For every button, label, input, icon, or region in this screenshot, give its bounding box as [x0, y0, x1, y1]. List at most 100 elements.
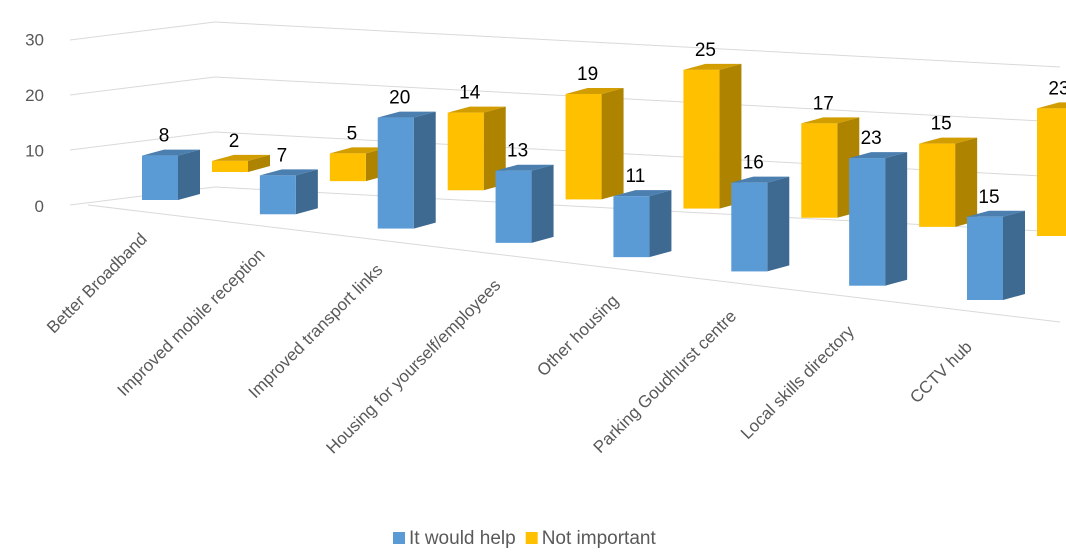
- bar-not-important-top: [329, 147, 388, 154]
- gridline-left: [69, 21, 216, 41]
- gridline: [214, 76, 1061, 123]
- bar-it-would-help-top: [731, 176, 790, 183]
- y-axis: 0 10 20 30: [25, 31, 44, 217]
- bar-it-would-help-side: [295, 169, 318, 215]
- bar-not-important: [683, 63, 742, 209]
- bar-it-would-help-front: [259, 175, 296, 215]
- gridline-left: [69, 131, 216, 151]
- bar-it-would-help-front: [377, 117, 414, 229]
- bar-it-would-help-side: [531, 164, 554, 243]
- data-label-it-would-help: 23: [861, 128, 882, 149]
- bar-not-important-top: [1037, 102, 1066, 109]
- data-label-it-would-help: 8: [159, 126, 170, 147]
- bar-it-would-help-side: [178, 149, 200, 200]
- bar-not-important: [447, 106, 506, 191]
- x-tick-label: CCTV hub: [906, 337, 976, 407]
- bar-not-important-front: [212, 160, 248, 172]
- bar-not-important-top: [565, 87, 624, 94]
- bar-not-important-top: [683, 63, 742, 70]
- bar-not-important-side: [719, 63, 742, 209]
- bar-it-would-help-front: [967, 216, 1003, 300]
- legend-item: It would help: [393, 528, 516, 549]
- data-label-not-important: 2: [229, 131, 240, 152]
- x-tick-label: Other housing: [533, 291, 622, 380]
- bar-it-would-help-side: [767, 176, 790, 272]
- bar-it-would-help: [731, 176, 790, 272]
- bar-not-important-side: [483, 106, 506, 191]
- bar-it-would-help-side: [649, 190, 672, 258]
- bar-it-would-help-top: [495, 164, 554, 171]
- data-label-not-important: 5: [347, 123, 358, 144]
- data-label-it-would-help: 15: [978, 187, 999, 208]
- bar-it-would-help-top: [142, 149, 200, 156]
- bar-not-important-top: [447, 106, 506, 113]
- bar-not-important-front: [1037, 108, 1066, 236]
- legend-label: Not important: [542, 528, 657, 549]
- bar-it-would-help-front: [849, 158, 886, 286]
- bar-it-would-help-front: [731, 182, 768, 272]
- y-tick-label: 30: [25, 31, 44, 50]
- bar-it-would-help-top: [259, 169, 318, 176]
- x-tick-label: Parking Goudhurst centre: [590, 307, 740, 457]
- bar-not-important-front: [683, 69, 720, 209]
- data-label-it-would-help: 7: [277, 145, 288, 166]
- bars: [142, 63, 1066, 300]
- bar-it-would-help: [613, 190, 672, 258]
- bar-not-important-side: [248, 154, 270, 172]
- bar-not-important: [919, 137, 978, 227]
- legend-item: Not important: [525, 528, 657, 549]
- bar-it-would-help-side: [1003, 210, 1025, 300]
- y-tick-label: 20: [25, 86, 44, 105]
- bar-not-important: [801, 117, 860, 218]
- y-tick-label: 0: [35, 197, 44, 216]
- legend-swatch: [393, 532, 405, 544]
- bar-not-important-top: [919, 137, 978, 144]
- bar-it-would-help-top: [967, 210, 1025, 217]
- bar-it-would-help: [849, 152, 908, 286]
- x-tick-label: Improved transport links: [245, 260, 387, 402]
- gridline-left: [69, 76, 216, 96]
- bar-it-would-help-side: [413, 111, 436, 229]
- bar-it-would-help-top: [613, 190, 672, 197]
- bar-it-would-help-front: [495, 170, 532, 243]
- bar-not-important-top: [801, 117, 860, 124]
- x-tick-label: Improved mobile reception: [114, 245, 269, 400]
- y-tick-label: 10: [25, 142, 44, 161]
- data-label-it-would-help: 11: [626, 166, 646, 187]
- bar-it-would-help-front: [142, 155, 178, 200]
- data-label-not-important: 14: [459, 83, 481, 104]
- data-label-not-important: 23: [1048, 78, 1066, 99]
- floor-edge: [87, 204, 1061, 323]
- bar-not-important-side: [955, 137, 978, 227]
- bar-it-would-help: [495, 164, 554, 243]
- bar-it-would-help-side: [885, 152, 908, 286]
- bar-not-important-front: [565, 93, 602, 200]
- bar-not-important-top: [212, 154, 270, 161]
- x-tick-label: Local skills directory: [737, 322, 858, 443]
- data-label-not-important: 17: [813, 93, 834, 114]
- bar-it-would-help: [259, 169, 318, 215]
- bar-not-important-front: [919, 143, 956, 227]
- bar-it-would-help: [142, 149, 200, 200]
- gridline: [214, 21, 1061, 68]
- bar-not-important: [212, 154, 270, 172]
- data-label-not-important: 25: [695, 40, 716, 61]
- bar-not-important: [565, 87, 624, 200]
- bar-not-important-side: [601, 87, 624, 200]
- data-label-not-important: 19: [577, 64, 598, 85]
- bar-not-important-front: [801, 123, 838, 218]
- data-label-it-would-help: 20: [389, 88, 410, 109]
- bar-it-would-help: [967, 210, 1025, 300]
- data-label-not-important: 15: [931, 114, 952, 135]
- legend-swatch: [525, 532, 538, 544]
- x-tick-label: Better Broadband: [43, 229, 151, 337]
- bar-not-important-front: [447, 112, 484, 191]
- bar-it-would-help-front: [613, 196, 650, 258]
- legend-label: It would help: [409, 528, 516, 549]
- bar-not-important-front: [329, 153, 366, 182]
- legend: It would help Not important: [393, 528, 656, 549]
- bar-it-would-help-top: [849, 152, 908, 159]
- bar-it-would-help-top: [377, 111, 436, 118]
